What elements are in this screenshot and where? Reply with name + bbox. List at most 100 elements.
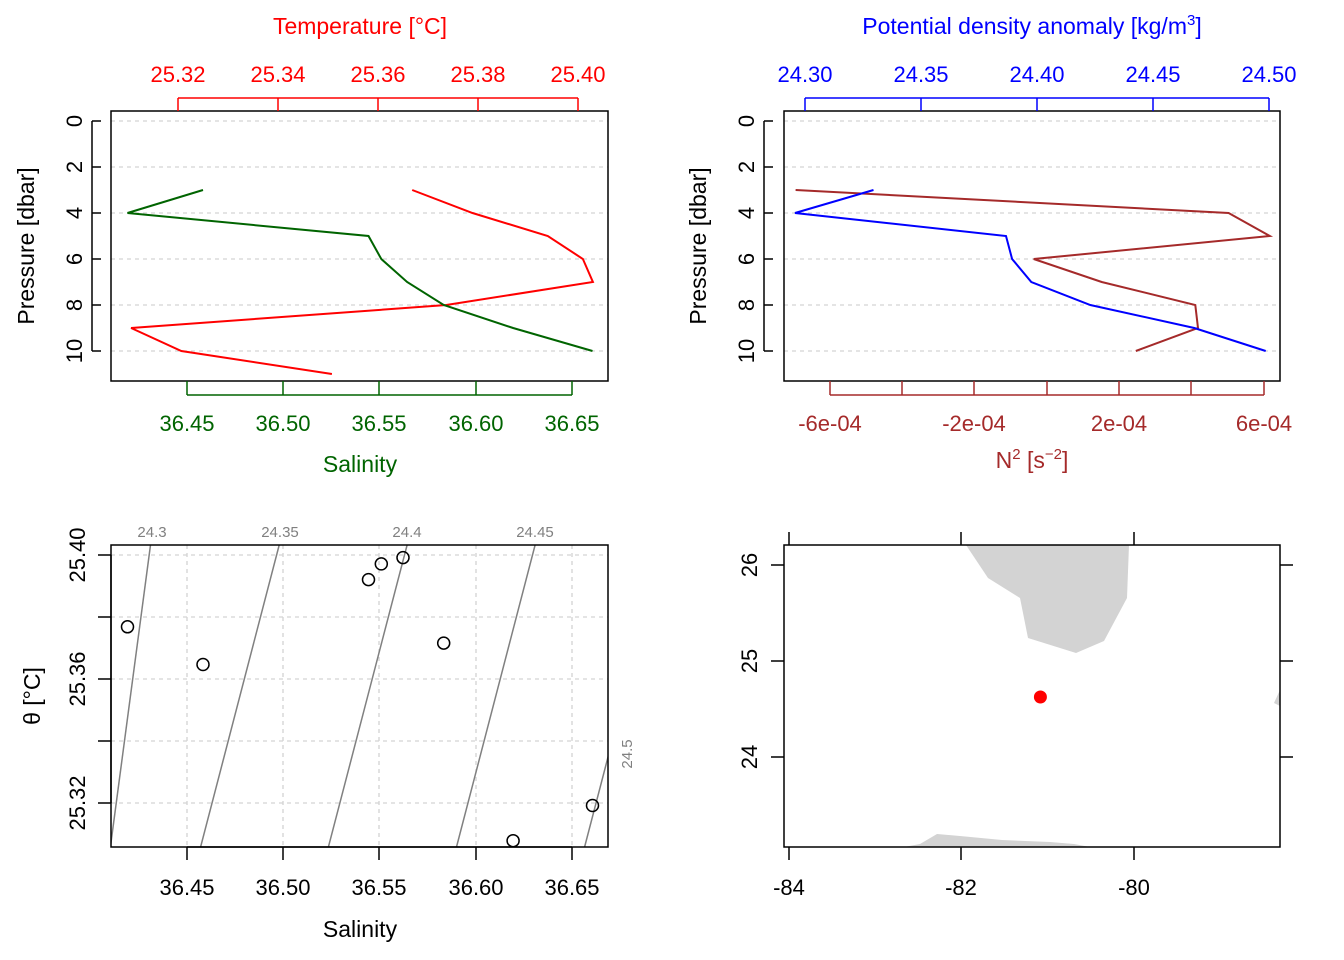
p4-plot-frame [783,544,1281,848]
p4-xtick-label-2: -82 [945,875,977,900]
salinity-profile-line [127,189,593,352]
p3-ylabel: θ [°C] [19,667,45,725]
p2-density-title-main: Potential density anomaly [kg/m [862,13,1187,39]
p2-plot-frame [783,110,1281,382]
p1-ytick-label-10: 10 [62,339,87,363]
p2-density-title-end: ] [1195,13,1201,39]
p1-plot-frame [110,110,609,382]
p2-gridlines [784,120,1280,352]
p2-ytick-label-8: 8 [734,299,759,311]
isopycnal-24.3 [111,545,152,847]
p3-xtick-label-4: 36.60 [448,875,503,900]
p1-ttick-label-4: 25.38 [450,62,505,87]
p3-xlabel: Salinity [323,916,398,942]
isopycnal-24.5 [583,754,608,847]
p3-ytick-label-3: 25.40 [65,527,90,582]
p4-xtick-label-1: -84 [773,875,805,900]
p2-n2-title-mid: [s [1021,447,1045,473]
density-profile-line [794,189,1267,352]
p1-stick-label-3: 36.55 [351,411,406,436]
p1-stick-label-5: 36.65 [544,411,599,436]
p1-stick-label-2: 36.50 [255,411,310,436]
p1-ttick-label-3: 25.36 [350,62,405,87]
p3-salinity-axis [186,846,573,860]
isopycnal-24.45 [455,545,536,847]
p2-pressure-axis [763,120,773,352]
isopycnal-label-24.45: 24.45 [516,524,554,541]
p3-gridlines [111,545,608,847]
p1-ylabel: Pressure [dbar] [13,167,39,324]
p2-n2-axis-title: N2 [s−2] [996,446,1069,473]
p1-ytick-label-2: 2 [62,161,87,173]
p2-density-axis [804,97,1270,111]
p1-ttick-label-1: 25.32 [150,62,205,87]
p3-xtick-label-5: 36.65 [544,875,599,900]
p2-ntick-label-5: 2e-04 [1091,411,1147,436]
p2-n2-title-end: ] [1062,447,1068,473]
p1-stick-label-4: 36.60 [448,411,503,436]
p2-ntick-label-1: -6e-04 [798,411,862,436]
p2-ytick-label-4: 4 [734,207,759,219]
isopycnal-label-24.35: 24.35 [261,524,299,541]
p3-ytick-label-1: 25.32 [65,775,90,830]
p4-ytick-label-1: 24 [737,745,762,769]
isopycnal-label-24.5: 24.5 [619,739,636,768]
isopycnal-24.35 [199,545,280,847]
p1-ttick-label-5: 25.40 [550,62,605,87]
p2-n2-title-sup: 2 [1012,446,1020,463]
isopycnal-label-24.4: 24.4 [392,524,421,541]
p1-stick-label-1: 36.45 [159,411,214,436]
p1-ytick-label-0: 0 [62,115,87,127]
p2-dtick-label-1: 24.30 [777,62,832,87]
temperature-profile-line [130,189,595,375]
p1-ytick-label-6: 6 [62,253,87,265]
n2-profile-line [795,189,1274,352]
ts-point-7 [506,833,520,848]
p4-longitude-axis [788,532,1135,860]
p2-dtick-label-3: 24.40 [1009,62,1064,87]
ts-point-3 [361,572,376,587]
land-cuba [904,834,1090,847]
p2-dtick-label-4: 24.45 [1125,62,1180,87]
p2-ntick-label-3: -2e-04 [942,411,1006,436]
panel-station-map: -84 -82 -80 24 25 26 [737,532,1293,900]
ts-point-2 [120,620,135,634]
station-marker [1033,690,1047,704]
p2-ytick-label-0: 0 [734,115,759,127]
p2-n2-title-sup2: −2 [1045,446,1062,463]
p1-salinity-axis-title: Salinity [323,451,398,477]
p3-xtick-label-1: 36.45 [159,875,214,900]
ts-point-6 [436,636,451,650]
ts-point-4 [374,557,389,571]
p2-density-title-sup: 3 [1187,12,1195,29]
p2-ylabel: Pressure [dbar] [685,167,711,324]
isopycnal-label-24.3: 24.3 [137,524,166,541]
p2-ntick-label-7: 6e-04 [1236,411,1292,436]
p2-ytick-label-10: 10 [734,339,759,363]
p1-pressure-axis [91,120,101,352]
panel-temp-salinity-profile: 0 2 4 6 8 10 Pressure [dbar] 25.32 25.34… [13,13,609,477]
p2-n2-title-main: N [996,447,1013,473]
land-bahamas-edge [1274,690,1280,706]
ts-point-5 [396,550,410,565]
p4-latitude-axis [771,564,1293,758]
p4-xtick-label-3: -80 [1118,875,1150,900]
p1-ytick-label-8: 8 [62,299,87,311]
p1-salinity-axis [186,381,573,396]
p3-theta-axis [98,554,112,804]
p2-density-axis-title: Potential density anomaly [kg/m3] [862,12,1201,39]
panel-ts-diagram: 24.3 24.35 24.4 24.45 24.5 36.45 36.50 3… [19,524,636,942]
p1-gridlines [111,120,608,352]
p3-xtick-label-2: 36.50 [255,875,310,900]
p3-ytick-label-2: 25.36 [65,651,90,706]
p1-ytick-label-4: 4 [62,207,87,219]
p4-ytick-label-3: 26 [737,553,762,577]
p1-temperature-axis [177,97,579,111]
p2-dtick-label-5: 24.50 [1241,62,1296,87]
p2-ytick-label-6: 6 [734,253,759,265]
p2-n2-axis [829,381,1265,396]
p4-ytick-label-2: 25 [737,649,762,673]
p2-dtick-label-2: 24.35 [893,62,948,87]
p1-ttick-label-2: 25.34 [250,62,305,87]
